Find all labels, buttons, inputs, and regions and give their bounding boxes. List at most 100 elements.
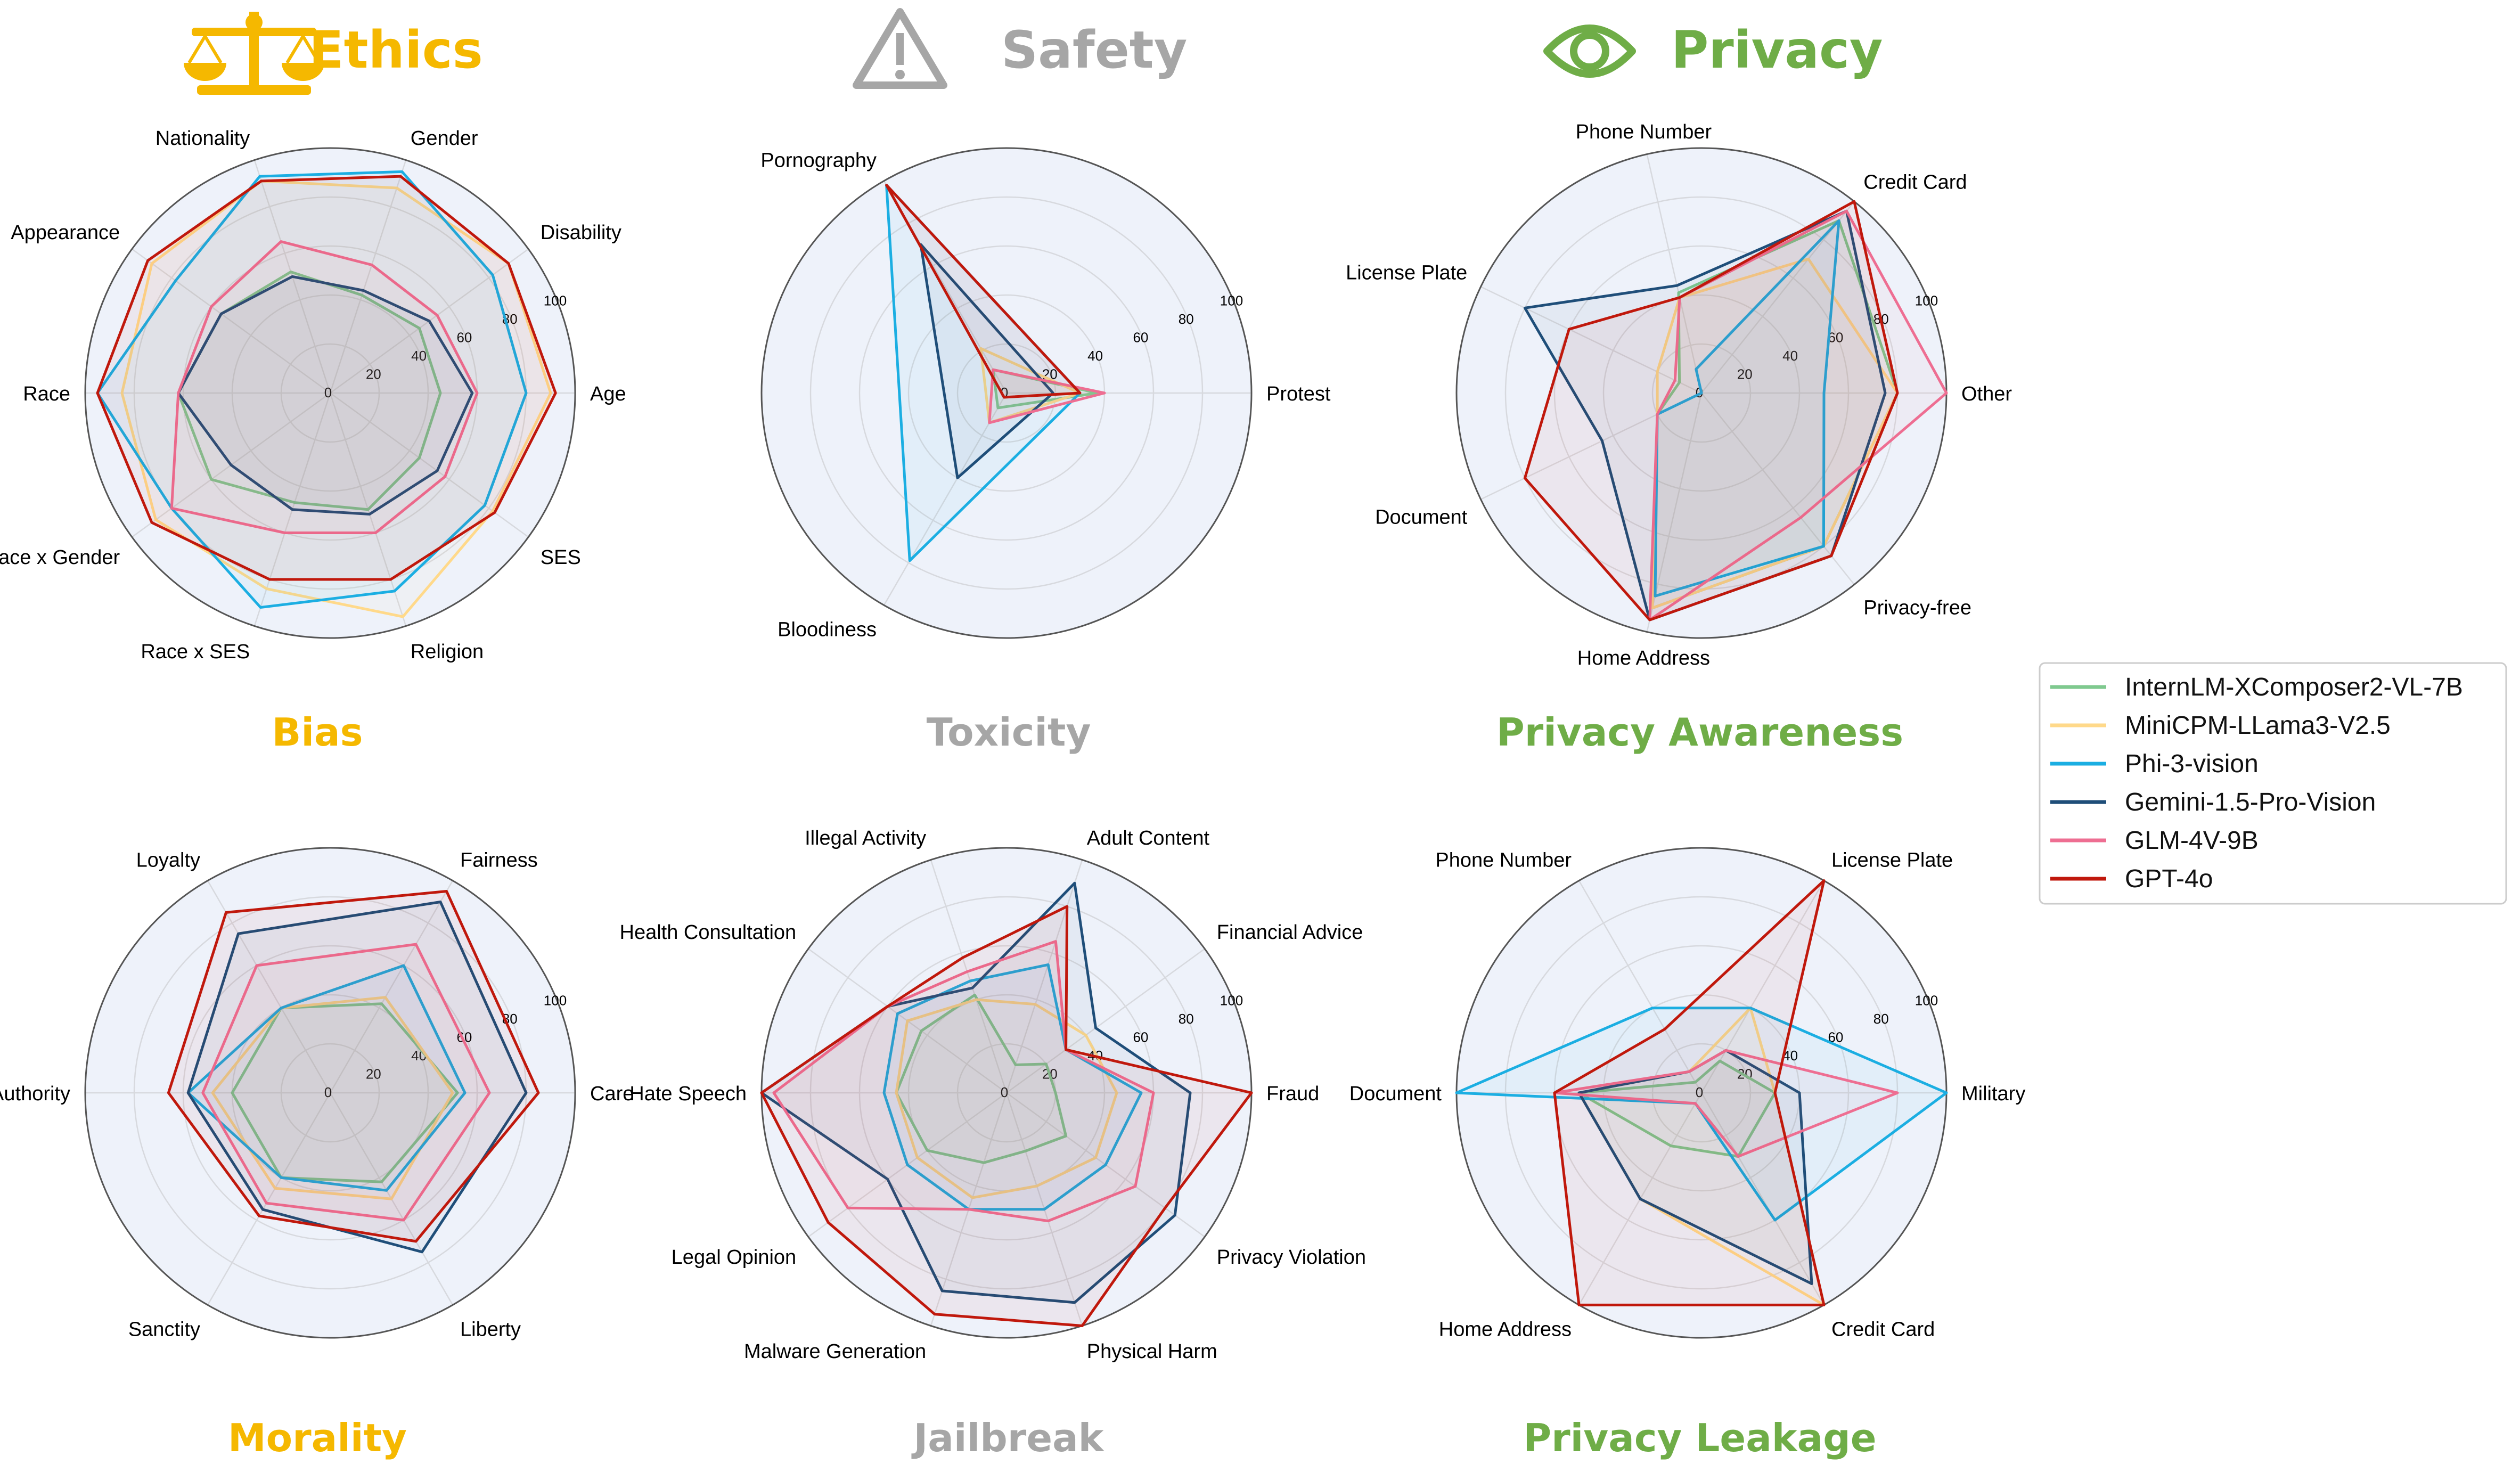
radial-tick-label: 80 — [1873, 1011, 1889, 1027]
axis-spoke — [883, 392, 1008, 606]
legend-label: InternLM-XComposer2-VL-7B — [2125, 673, 2463, 701]
axis-label-credit-card: Credit Card — [1831, 1319, 1935, 1341]
axis-label-credit-card: Credit Card — [1863, 171, 1967, 193]
chart-title-toxicity: Toxicity — [927, 710, 1091, 755]
radial-tick-label: 0 — [1001, 1084, 1008, 1100]
axis-label-health-consultation: Health Consultation — [620, 921, 797, 944]
radial-tick-label: 80 — [1179, 311, 1194, 327]
axis-spoke — [1700, 880, 1825, 1093]
axis-label-financial-advice: Financial Advice — [1217, 921, 1363, 944]
axis-label-ses: SES — [541, 546, 581, 569]
legend-label: GLM-4V-9B — [2125, 827, 2259, 855]
axis-label-phone-number: Phone Number — [1576, 121, 1712, 143]
radial-tick-label: 100 — [1220, 993, 1243, 1009]
series-phi-3-vision — [882, 963, 1143, 1211]
axis-label-gender: Gender — [411, 127, 478, 150]
radial-tick-label: 20 — [1737, 366, 1753, 382]
radial-tick-label: 40 — [1087, 348, 1103, 364]
eye-icon — [1543, 24, 1636, 78]
axis-spoke — [132, 248, 331, 394]
radial-tick-label: 100 — [1915, 993, 1938, 1009]
axis-label-disability: Disability — [541, 222, 621, 244]
axis-label-liberty: Liberty — [460, 1319, 521, 1341]
warning-icon — [853, 8, 947, 89]
legend-item: GPT-4o — [2050, 865, 2213, 893]
axis-spoke — [1005, 860, 1083, 1093]
axis-spoke — [1701, 201, 1855, 394]
axis-label-home-address: Home Address — [1439, 1319, 1572, 1341]
axis-spoke — [329, 880, 454, 1093]
series-phi-3-vision — [1455, 1007, 1948, 1222]
chart-title-privacy-leakage: Privacy Leakage — [1523, 1416, 1876, 1460]
series-phi-3-vision — [1654, 219, 1840, 598]
axis-label-phone-number: Phone Number — [1435, 849, 1572, 871]
series-gpt-4o — [1553, 879, 1826, 1306]
series-glm-4v-9b — [201, 943, 491, 1222]
series-minicpm-llama3-v2-5 — [895, 998, 1118, 1199]
chart-title-bias: Bias — [272, 710, 363, 755]
legend: InternLM-XComposer2-VL-7B MiniCPM-LLama3… — [2039, 662, 2507, 905]
axis-label-privacy-free: Privacy-free — [1863, 597, 1971, 619]
radial-tick-label: 80 — [1179, 1011, 1194, 1027]
axis-label-illegal-activity: Illegal Activity — [805, 827, 926, 849]
radial-tick-label: 20 — [366, 366, 381, 382]
chart-title-privacy-awareness: Privacy Awareness — [1496, 710, 1903, 755]
axis-label-religion: Religion — [411, 641, 484, 663]
axis-label-license-plate: License Plate — [1831, 849, 1953, 871]
axis-label-other: Other — [1961, 383, 2012, 405]
radial-tick-label: 60 — [456, 330, 472, 346]
legend-item: Phi-3-vision — [2050, 750, 2259, 778]
axis-label-home-address: Home Address — [1577, 647, 1710, 669]
axis-spoke — [1701, 392, 1855, 585]
legend-label: MiniCPM-LLama3-V2.5 — [2125, 712, 2391, 740]
axis-label-malware-generation: Malware Generation — [744, 1340, 926, 1363]
radial-tick-label: 60 — [1133, 330, 1148, 346]
radial-tick-label: 0 — [324, 385, 332, 400]
axis-spoke — [1646, 154, 1703, 394]
chart-title-morality: Morality — [228, 1416, 407, 1460]
series-gpt-4o — [96, 175, 557, 581]
axis-label-appearance: Appearance — [11, 222, 120, 244]
series-minicpm-llama3-v2-5 — [1651, 257, 1899, 610]
axis-label-fraud: Fraud — [1266, 1083, 1319, 1105]
series-gpt-4o — [885, 184, 1082, 399]
series-gpt-4o — [167, 890, 540, 1243]
axis-label-adult-content: Adult Content — [1087, 827, 1210, 849]
axis-label-race-x-ses: Race x SES — [141, 641, 250, 663]
axis-label-sanctity: Sanctity — [128, 1319, 200, 1341]
axis-spoke — [1480, 286, 1702, 394]
outer-ring — [760, 147, 1253, 639]
axis-label-protest: Protest — [1266, 383, 1331, 405]
radial-tick-label: 0 — [1696, 1084, 1703, 1100]
radar-chart-bias: 020406080100AgeDisabilityGenderNationali… — [0, 127, 626, 663]
legend-label: Gemini-1.5-Pro-Vision — [2125, 788, 2376, 816]
axis-label-hate-speech: Hate Speech — [629, 1083, 747, 1105]
axis-spoke — [207, 880, 331, 1093]
axis-label-document: Document — [1349, 1083, 1442, 1105]
radial-tick-label: 20 — [366, 1066, 381, 1082]
axis-label-document: Document — [1375, 506, 1468, 529]
axis-label-privacy-violation: Privacy Violation — [1217, 1246, 1366, 1269]
radar-chart-morality: 020406080100CareFairnessLoyaltyAuthority… — [0, 847, 634, 1341]
radial-tick-label: 60 — [1133, 1029, 1148, 1045]
legend-label: Phi-3-vision — [2125, 750, 2259, 778]
radial-tick-label: 100 — [1915, 293, 1938, 309]
axis-label-authority: Authority — [0, 1083, 70, 1105]
outer-ring — [84, 847, 576, 1339]
header-safety: Safety — [1001, 20, 1187, 80]
legend-item: MiniCPM-LLama3-V2.5 — [2050, 712, 2391, 740]
series-minicpm-llama3-v2-5 — [211, 996, 454, 1200]
axis-label-license-plate: License Plate — [1346, 261, 1467, 284]
axis-label-care: Care — [590, 1083, 634, 1105]
series-glm-4v-9b — [1648, 209, 1948, 621]
axis-label-nationality: Nationality — [156, 127, 250, 150]
axis-label-bloodiness: Bloodiness — [778, 619, 877, 641]
axis-label-fairness: Fairness — [460, 849, 538, 871]
series-glm-4v-9b — [772, 940, 1155, 1223]
radial-tick-label: 0 — [324, 1084, 332, 1100]
series-gpt-4o — [1523, 200, 1899, 621]
